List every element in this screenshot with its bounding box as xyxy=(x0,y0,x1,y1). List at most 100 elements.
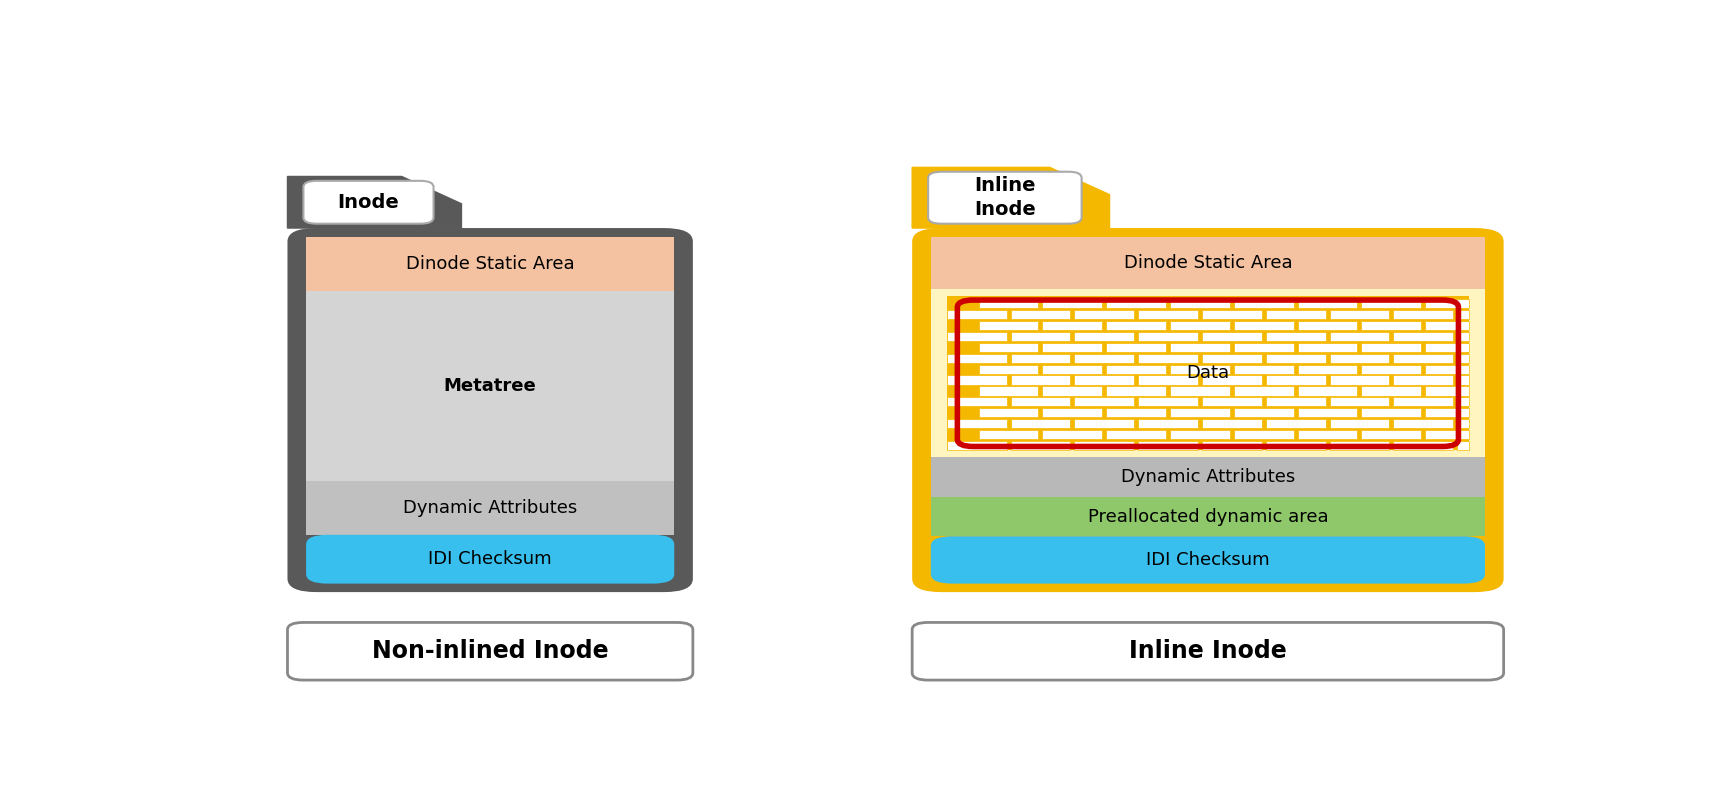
Bar xyxy=(1042,386,1102,396)
Bar xyxy=(1328,441,1388,450)
Bar xyxy=(1424,299,1469,308)
Bar xyxy=(1010,397,1070,407)
Bar xyxy=(979,343,1039,351)
Bar xyxy=(1202,441,1262,450)
Bar xyxy=(1297,299,1357,308)
Bar xyxy=(305,481,674,535)
Bar xyxy=(1392,332,1452,341)
Text: Data: Data xyxy=(1186,364,1229,382)
FancyBboxPatch shape xyxy=(288,623,692,680)
Bar xyxy=(1265,310,1325,319)
Bar xyxy=(1232,299,1292,308)
FancyBboxPatch shape xyxy=(305,535,674,584)
Bar xyxy=(1138,419,1198,429)
Bar xyxy=(1392,397,1452,407)
Bar xyxy=(1265,376,1325,385)
Bar xyxy=(1265,419,1325,429)
Bar xyxy=(1010,419,1070,429)
Bar xyxy=(1424,430,1469,439)
FancyBboxPatch shape xyxy=(288,228,692,592)
Bar xyxy=(1073,376,1133,385)
Bar xyxy=(1169,343,1229,351)
Bar xyxy=(979,386,1039,396)
Bar xyxy=(1232,386,1292,396)
Bar xyxy=(1042,343,1102,351)
Bar xyxy=(1361,299,1421,308)
Bar xyxy=(1265,332,1325,341)
Bar xyxy=(979,408,1039,418)
Bar xyxy=(1328,332,1388,341)
Polygon shape xyxy=(288,177,461,228)
Bar xyxy=(1297,408,1357,418)
Bar xyxy=(1042,430,1102,439)
Bar xyxy=(1457,354,1469,362)
Bar xyxy=(1392,441,1452,450)
Bar xyxy=(1424,321,1469,330)
Bar xyxy=(1328,376,1388,385)
Bar xyxy=(1424,343,1469,351)
Bar xyxy=(946,296,1469,450)
Bar xyxy=(1202,397,1262,407)
Bar xyxy=(1232,321,1292,330)
Bar xyxy=(1392,376,1452,385)
Text: Dinode Static Area: Dinode Static Area xyxy=(406,255,574,273)
Bar xyxy=(1169,430,1229,439)
FancyBboxPatch shape xyxy=(303,180,434,224)
Bar xyxy=(1265,397,1325,407)
Bar xyxy=(1457,376,1469,385)
Bar xyxy=(1138,332,1198,341)
Bar xyxy=(1106,386,1166,396)
Bar xyxy=(1457,332,1469,341)
Bar xyxy=(1042,408,1102,418)
Bar xyxy=(1010,354,1070,362)
Bar xyxy=(1010,332,1070,341)
Bar xyxy=(1457,441,1469,450)
Text: Dinode Static Area: Dinode Static Area xyxy=(1123,254,1291,272)
Bar xyxy=(1010,441,1070,450)
Bar xyxy=(931,497,1484,537)
Bar xyxy=(1328,310,1388,319)
Bar xyxy=(979,321,1039,330)
Bar xyxy=(1202,376,1262,385)
Bar xyxy=(1073,419,1133,429)
Text: Inline
Inode: Inline Inode xyxy=(974,177,1035,219)
Bar xyxy=(1265,354,1325,362)
Bar xyxy=(1138,376,1198,385)
Bar xyxy=(1328,354,1388,362)
Bar xyxy=(1361,430,1421,439)
Bar xyxy=(1232,430,1292,439)
Bar xyxy=(1042,299,1102,308)
Bar xyxy=(1424,408,1469,418)
Bar xyxy=(1232,343,1292,351)
Bar xyxy=(1042,365,1102,374)
Bar xyxy=(1106,430,1166,439)
Bar xyxy=(305,291,674,481)
Bar xyxy=(979,365,1039,374)
Bar xyxy=(1328,419,1388,429)
Bar xyxy=(979,299,1039,308)
Bar xyxy=(1361,408,1421,418)
Bar xyxy=(1297,386,1357,396)
Bar xyxy=(1361,321,1421,330)
Bar xyxy=(1010,376,1070,385)
Text: Dynamic Attributes: Dynamic Attributes xyxy=(403,499,578,517)
Bar xyxy=(1106,299,1166,308)
Bar xyxy=(946,354,1006,362)
Bar xyxy=(1169,299,1229,308)
Bar xyxy=(1169,321,1229,330)
Bar xyxy=(1392,310,1452,319)
Bar xyxy=(1138,354,1198,362)
Text: Non-inlined Inode: Non-inlined Inode xyxy=(372,639,608,663)
Bar xyxy=(931,457,1484,497)
Bar xyxy=(1361,365,1421,374)
Bar xyxy=(1457,310,1469,319)
Bar xyxy=(1457,397,1469,407)
Bar xyxy=(1202,310,1262,319)
Bar xyxy=(1042,321,1102,330)
FancyBboxPatch shape xyxy=(927,172,1082,224)
Bar xyxy=(946,310,1006,319)
Bar xyxy=(1297,343,1357,351)
FancyBboxPatch shape xyxy=(912,228,1503,592)
Bar xyxy=(946,397,1006,407)
Text: Dynamic Attributes: Dynamic Attributes xyxy=(1121,468,1294,486)
